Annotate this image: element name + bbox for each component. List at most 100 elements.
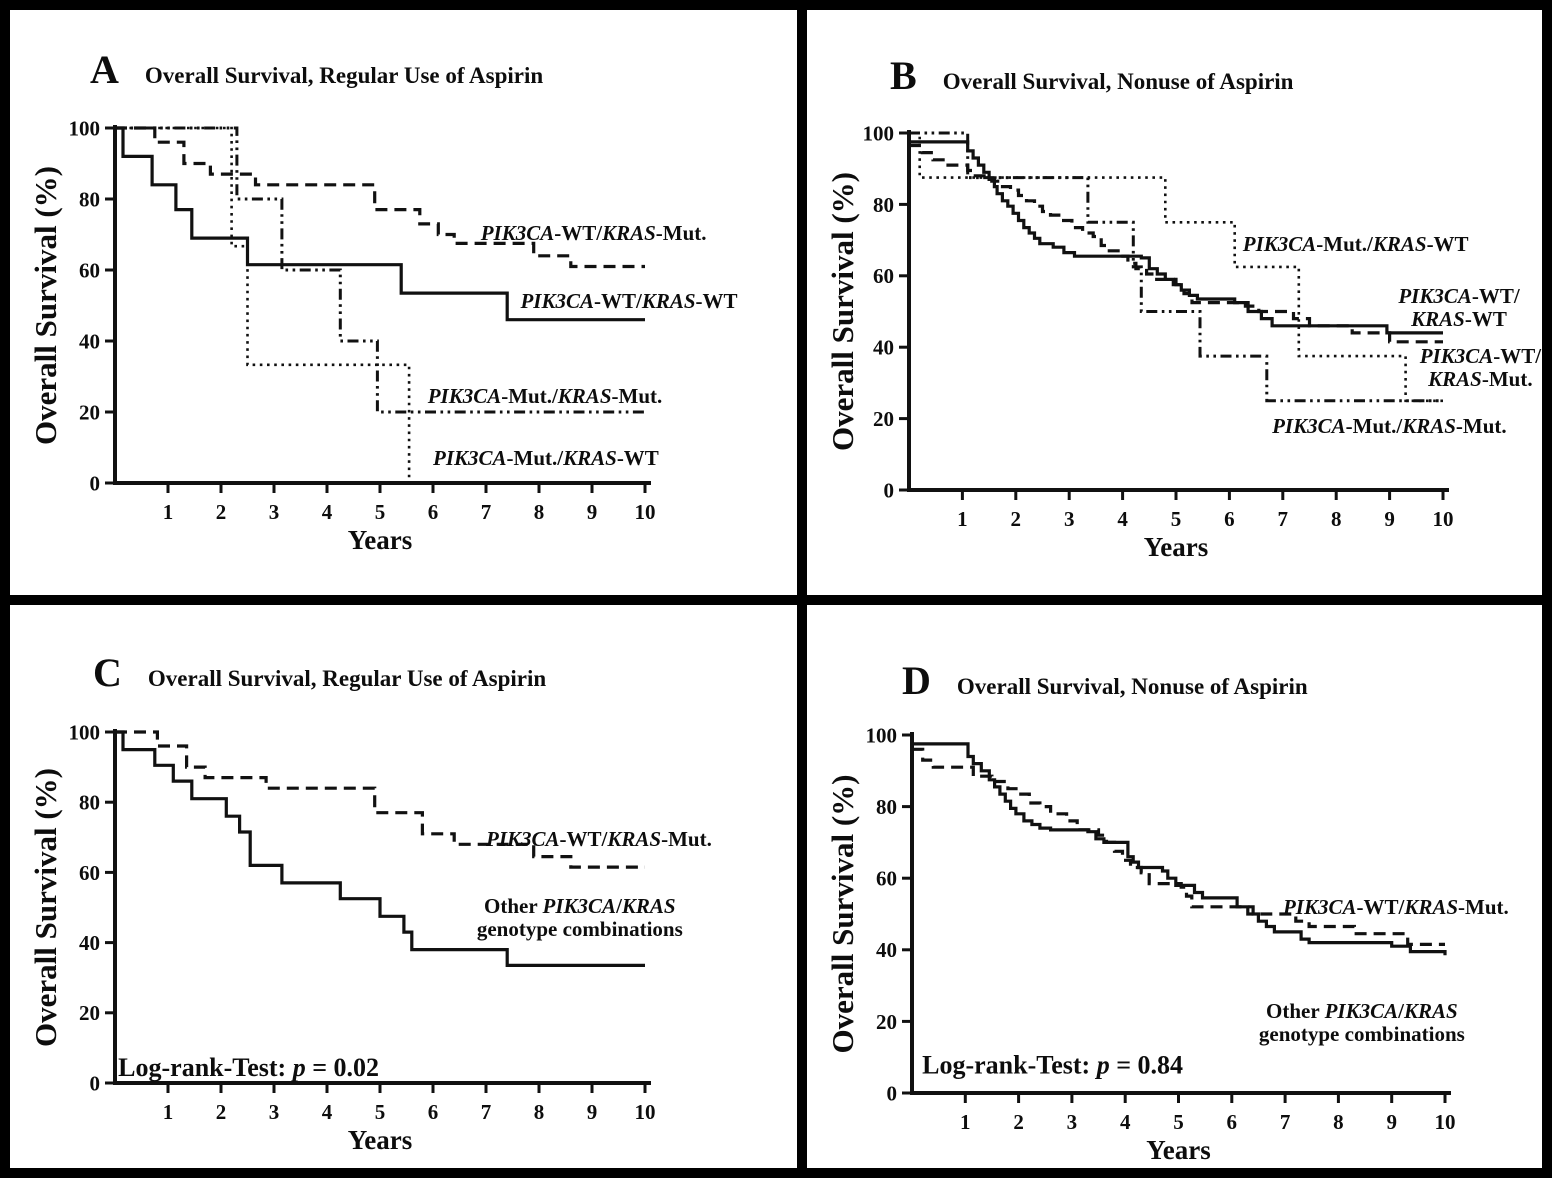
panel-title: Overall Survival, Nonuse of Aspirin [942, 69, 1294, 94]
y-tick-label: 20 [79, 1001, 100, 1025]
x-tick-label: 2 [1013, 1110, 1024, 1134]
panel-C-chart: 0 20 40 60 80 100 1 2 3 4 5 6 7 8 9 10 Years Overall Surv… [28, 720, 712, 1155]
y-tick-label: 20 [876, 1010, 897, 1034]
x-tick-label: 7 [1278, 507, 1289, 531]
y-tick-label: 60 [79, 258, 100, 282]
y-tick-label: 0 [90, 471, 101, 495]
logrank-label: Log-rank-Test: p = 0.02 [118, 1053, 379, 1082]
panel-divider-horizontal [10, 595, 1542, 605]
x-tick-label: 7 [1280, 1110, 1291, 1134]
panel-C-header: C Overall Survival, Regular Use of Aspir… [93, 653, 546, 693]
y-tick-label: 40 [873, 336, 894, 360]
curve-label: PIK3CA-Mut./KRAS-WT [1242, 232, 1469, 256]
annotations: PIK3CA-WT/KRAS-Mut. Other PIK3CA/KRASgeno… [118, 827, 712, 1082]
curve-label: genotype combinations [1259, 1022, 1465, 1046]
y-tick-label: 100 [69, 720, 101, 744]
y-tick-label: 100 [866, 723, 898, 747]
y-tick-label: 0 [90, 1071, 101, 1095]
x-tick-label: 10 [635, 1100, 656, 1124]
panel-D-chart: 0 20 40 60 80 100 1 2 3 4 5 6 7 8 9 10 Years Overall Surv… [825, 723, 1509, 1165]
x-axis-label: Years [348, 1125, 412, 1155]
figure-content: A Overall Survival, Regular Use of Aspir… [10, 10, 1542, 1168]
panel-B-header: B Overall Survival, Nonuse of Aspirin [890, 56, 1293, 96]
annotations: PIK3CA-WT/KRAS-Mut. PIK3CA-WT/KRAS-WT PIK3… [427, 221, 738, 470]
curve-label: PIK3CA-Mut./KRAS-WT [432, 446, 659, 470]
x-tick-label: 3 [269, 1100, 280, 1124]
x-tick-label: 5 [375, 1100, 386, 1124]
y-tick-label: 0 [887, 1081, 898, 1105]
x-tick-label: 6 [1227, 1110, 1238, 1134]
curve-pik3ca-mut-kras-mut [909, 131, 1443, 403]
panel-letter: B [890, 53, 917, 98]
panel-title: Overall Survival, Nonuse of Aspirin [956, 674, 1308, 699]
series-group [912, 742, 1447, 956]
panel-C: C Overall Survival, Regular Use of Aspir… [10, 605, 797, 1168]
x-tick-label: 3 [269, 500, 280, 524]
y-tick-label: 80 [79, 187, 100, 211]
x-tick-label: 9 [587, 1100, 598, 1124]
x-tick-label: 5 [375, 500, 386, 524]
axes: 0 20 40 60 80 100 1 2 3 4 5 6 7 8 9 10 Years Overall Surv… [28, 720, 656, 1155]
axes: 0 20 40 60 80 100 1 2 3 4 5 6 7 8 9 10 Years Overall Surv… [825, 723, 1456, 1165]
y-axis-label: Overall Survival (%) [28, 768, 63, 1047]
panel-A-chart: 0 20 40 60 80 100 1 2 3 4 5 6 7 8 9 10 Years Overall Surv… [28, 116, 738, 555]
y-tick-label: 60 [79, 861, 100, 885]
curve-pik3ca-wt-kras-mut [115, 126, 645, 269]
x-tick-label: 9 [1384, 507, 1395, 531]
curve-label: PIK3CA-WT/KRAS-Mut. [480, 221, 707, 245]
panel-D-header: D Overall Survival, Nonuse of Aspirin [902, 661, 1308, 701]
panel-D: D Overall Survival, Nonuse of Aspirin 0 2… [807, 605, 1542, 1168]
curve-label: KRAS-Mut. [1427, 367, 1532, 391]
x-tick-label: 1 [163, 1100, 174, 1124]
x-axis-label: Years [1146, 1135, 1210, 1165]
y-tick-label: 40 [876, 938, 897, 962]
curve-label: Other PIK3CA/KRAS [1266, 999, 1458, 1023]
y-tick-label: 60 [876, 867, 897, 891]
curve-label: PIK3CA-Mut./KRAS-Mut. [1271, 414, 1507, 438]
curve-label: PIK3CA-Mut./KRAS-Mut. [427, 384, 663, 408]
series-group [115, 730, 645, 967]
curve-pik3ca-wt-kras-mut [115, 730, 645, 869]
panel-A: A Overall Survival, Regular Use of Aspir… [10, 10, 797, 595]
x-tick-label: 9 [1386, 1110, 1397, 1134]
y-tick-label: 60 [873, 264, 894, 288]
curve-label: PIK3CA-WT/KRAS-Mut. [485, 827, 712, 851]
panel-B-chart: 0 20 40 60 80 100 1 2 3 4 5 6 7 8 9 10 Years Overall Surv… [825, 121, 1542, 562]
panel-title: Overall Survival, Regular Use of Aspirin [147, 666, 547, 691]
panel-divider-vertical [797, 10, 807, 1168]
logrank-label: Log-rank-Test: p = 0.84 [922, 1050, 1183, 1079]
y-tick-label: 40 [79, 329, 100, 353]
panel-letter: C [93, 650, 122, 695]
x-tick-label: 5 [1173, 1110, 1184, 1134]
y-tick-label: 100 [69, 116, 101, 140]
y-tick-label: 0 [884, 478, 895, 502]
y-axis-label: Overall Survival (%) [28, 166, 63, 445]
annotations: PIK3CA-Mut./KRAS-WT PIK3CA-WT/KRAS-WT PIK3… [1242, 232, 1542, 438]
curve-label: KRAS-WT [1410, 307, 1507, 331]
series-group [115, 126, 645, 483]
x-tick-label: 6 [1224, 507, 1235, 531]
panel-letter: D [902, 658, 931, 703]
x-tick-label: 4 [322, 500, 333, 524]
x-tick-label: 8 [534, 1100, 545, 1124]
x-axis-label: Years [348, 525, 412, 555]
panel-B: B Overall Survival, Nonuse of Aspirin 0 2… [807, 10, 1542, 595]
series-group [909, 131, 1443, 403]
curve-pik3ca-mut-kras-mut [115, 126, 645, 414]
x-axis-label: Years [1144, 532, 1208, 562]
x-tick-label: 9 [587, 500, 598, 524]
x-tick-label: 1 [960, 1110, 971, 1134]
x-tick-label: 6 [428, 500, 439, 524]
axes: 0 20 40 60 80 100 1 2 3 4 5 6 7 8 9 10 Years Overall Surv… [825, 121, 1454, 562]
curve-other-pik3ca-kras-genotype-combinations [912, 742, 1447, 956]
y-tick-label: 80 [873, 193, 894, 217]
x-tick-label: 3 [1067, 1110, 1078, 1134]
panel-title: Overall Survival, Regular Use of Aspirin [144, 63, 544, 88]
x-tick-label: 2 [216, 500, 227, 524]
panel-letter: A [90, 47, 119, 92]
y-axis-label: Overall Survival (%) [825, 775, 860, 1054]
curve-label: PIK3CA-WT/ [1419, 344, 1542, 368]
annotations: PIK3CA-WT/KRAS-Mut. Other PIK3CA/KRASgeno… [922, 895, 1509, 1079]
x-tick-label: 8 [1333, 1110, 1344, 1134]
